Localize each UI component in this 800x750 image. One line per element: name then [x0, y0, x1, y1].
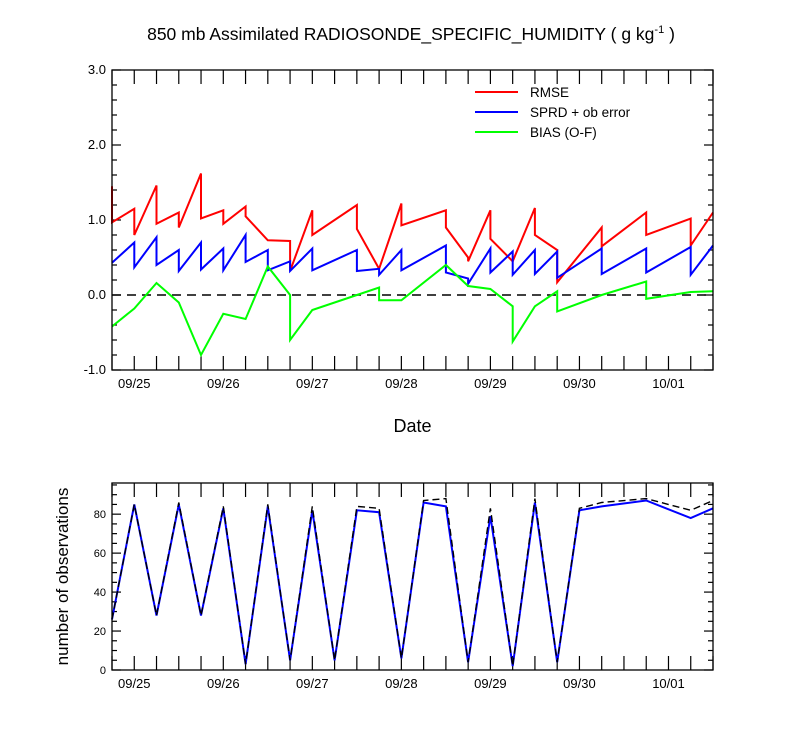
x-axis-label: Date — [393, 416, 431, 436]
x-tick-label: 09/25 — [118, 676, 151, 691]
x-tick-label: 09/27 — [296, 676, 329, 691]
x-tick-label: 09/26 — [207, 676, 240, 691]
y-tick-label: 40 — [94, 587, 106, 599]
legend-label: RMSE — [530, 85, 569, 100]
series-line-bias-o-f- — [111, 263, 714, 358]
chart-title: 850 mb Assimilated RADIOSONDE_SPECIFIC_H… — [147, 24, 675, 45]
plot-frame — [111, 482, 714, 671]
top-plot: -1.0 0.0 1.0 2.0 3.0 09/25 09/26 09/27 09/28 09/2… — [84, 62, 714, 436]
x-tick-label: 10/01 — [652, 376, 685, 391]
x-tick-label: 09/27 — [296, 376, 329, 391]
y-tick-label: 60 — [94, 548, 106, 560]
legend-label: BIAS (O-F) — [530, 125, 597, 140]
x-tick-label: 10/01 — [652, 676, 685, 691]
x-tick-label: 09/26 — [207, 376, 240, 391]
y-tick-label: 2.0 — [88, 137, 106, 152]
y-tick-label: -1.0 — [84, 362, 106, 377]
y-axis-label: number of observations — [53, 488, 72, 666]
series-line-sprd-ob-error — [111, 231, 714, 288]
y-tick-label: 1.0 — [88, 212, 106, 227]
series-line-rmse — [111, 173, 714, 286]
y-tick-label: 0 — [100, 665, 106, 677]
x-tick-label: 09/29 — [474, 676, 507, 691]
x-tick-label: 09/30 — [563, 676, 596, 691]
y-tick-label: 20 — [94, 626, 106, 638]
x-tick-label: 09/28 — [385, 676, 418, 691]
bottom-plot: 0 20 40 60 80 09/25 09/26 09/27 09/28 09/29 09/30 1… — [53, 482, 714, 691]
series-line-possible — [111, 497, 714, 667]
y-tick-label: 0.0 — [88, 287, 106, 302]
x-tick-label: 09/29 — [474, 376, 507, 391]
x-tick-label: 09/25 — [118, 376, 151, 391]
legend-label: SPRD + ob error — [530, 105, 631, 120]
x-tick-label: 09/28 — [385, 376, 418, 391]
y-tick-label: 80 — [94, 509, 106, 521]
x-tick-label: 09/30 — [563, 376, 596, 391]
y-tick-label: 3.0 — [88, 62, 106, 77]
plot-frame — [111, 69, 714, 371]
